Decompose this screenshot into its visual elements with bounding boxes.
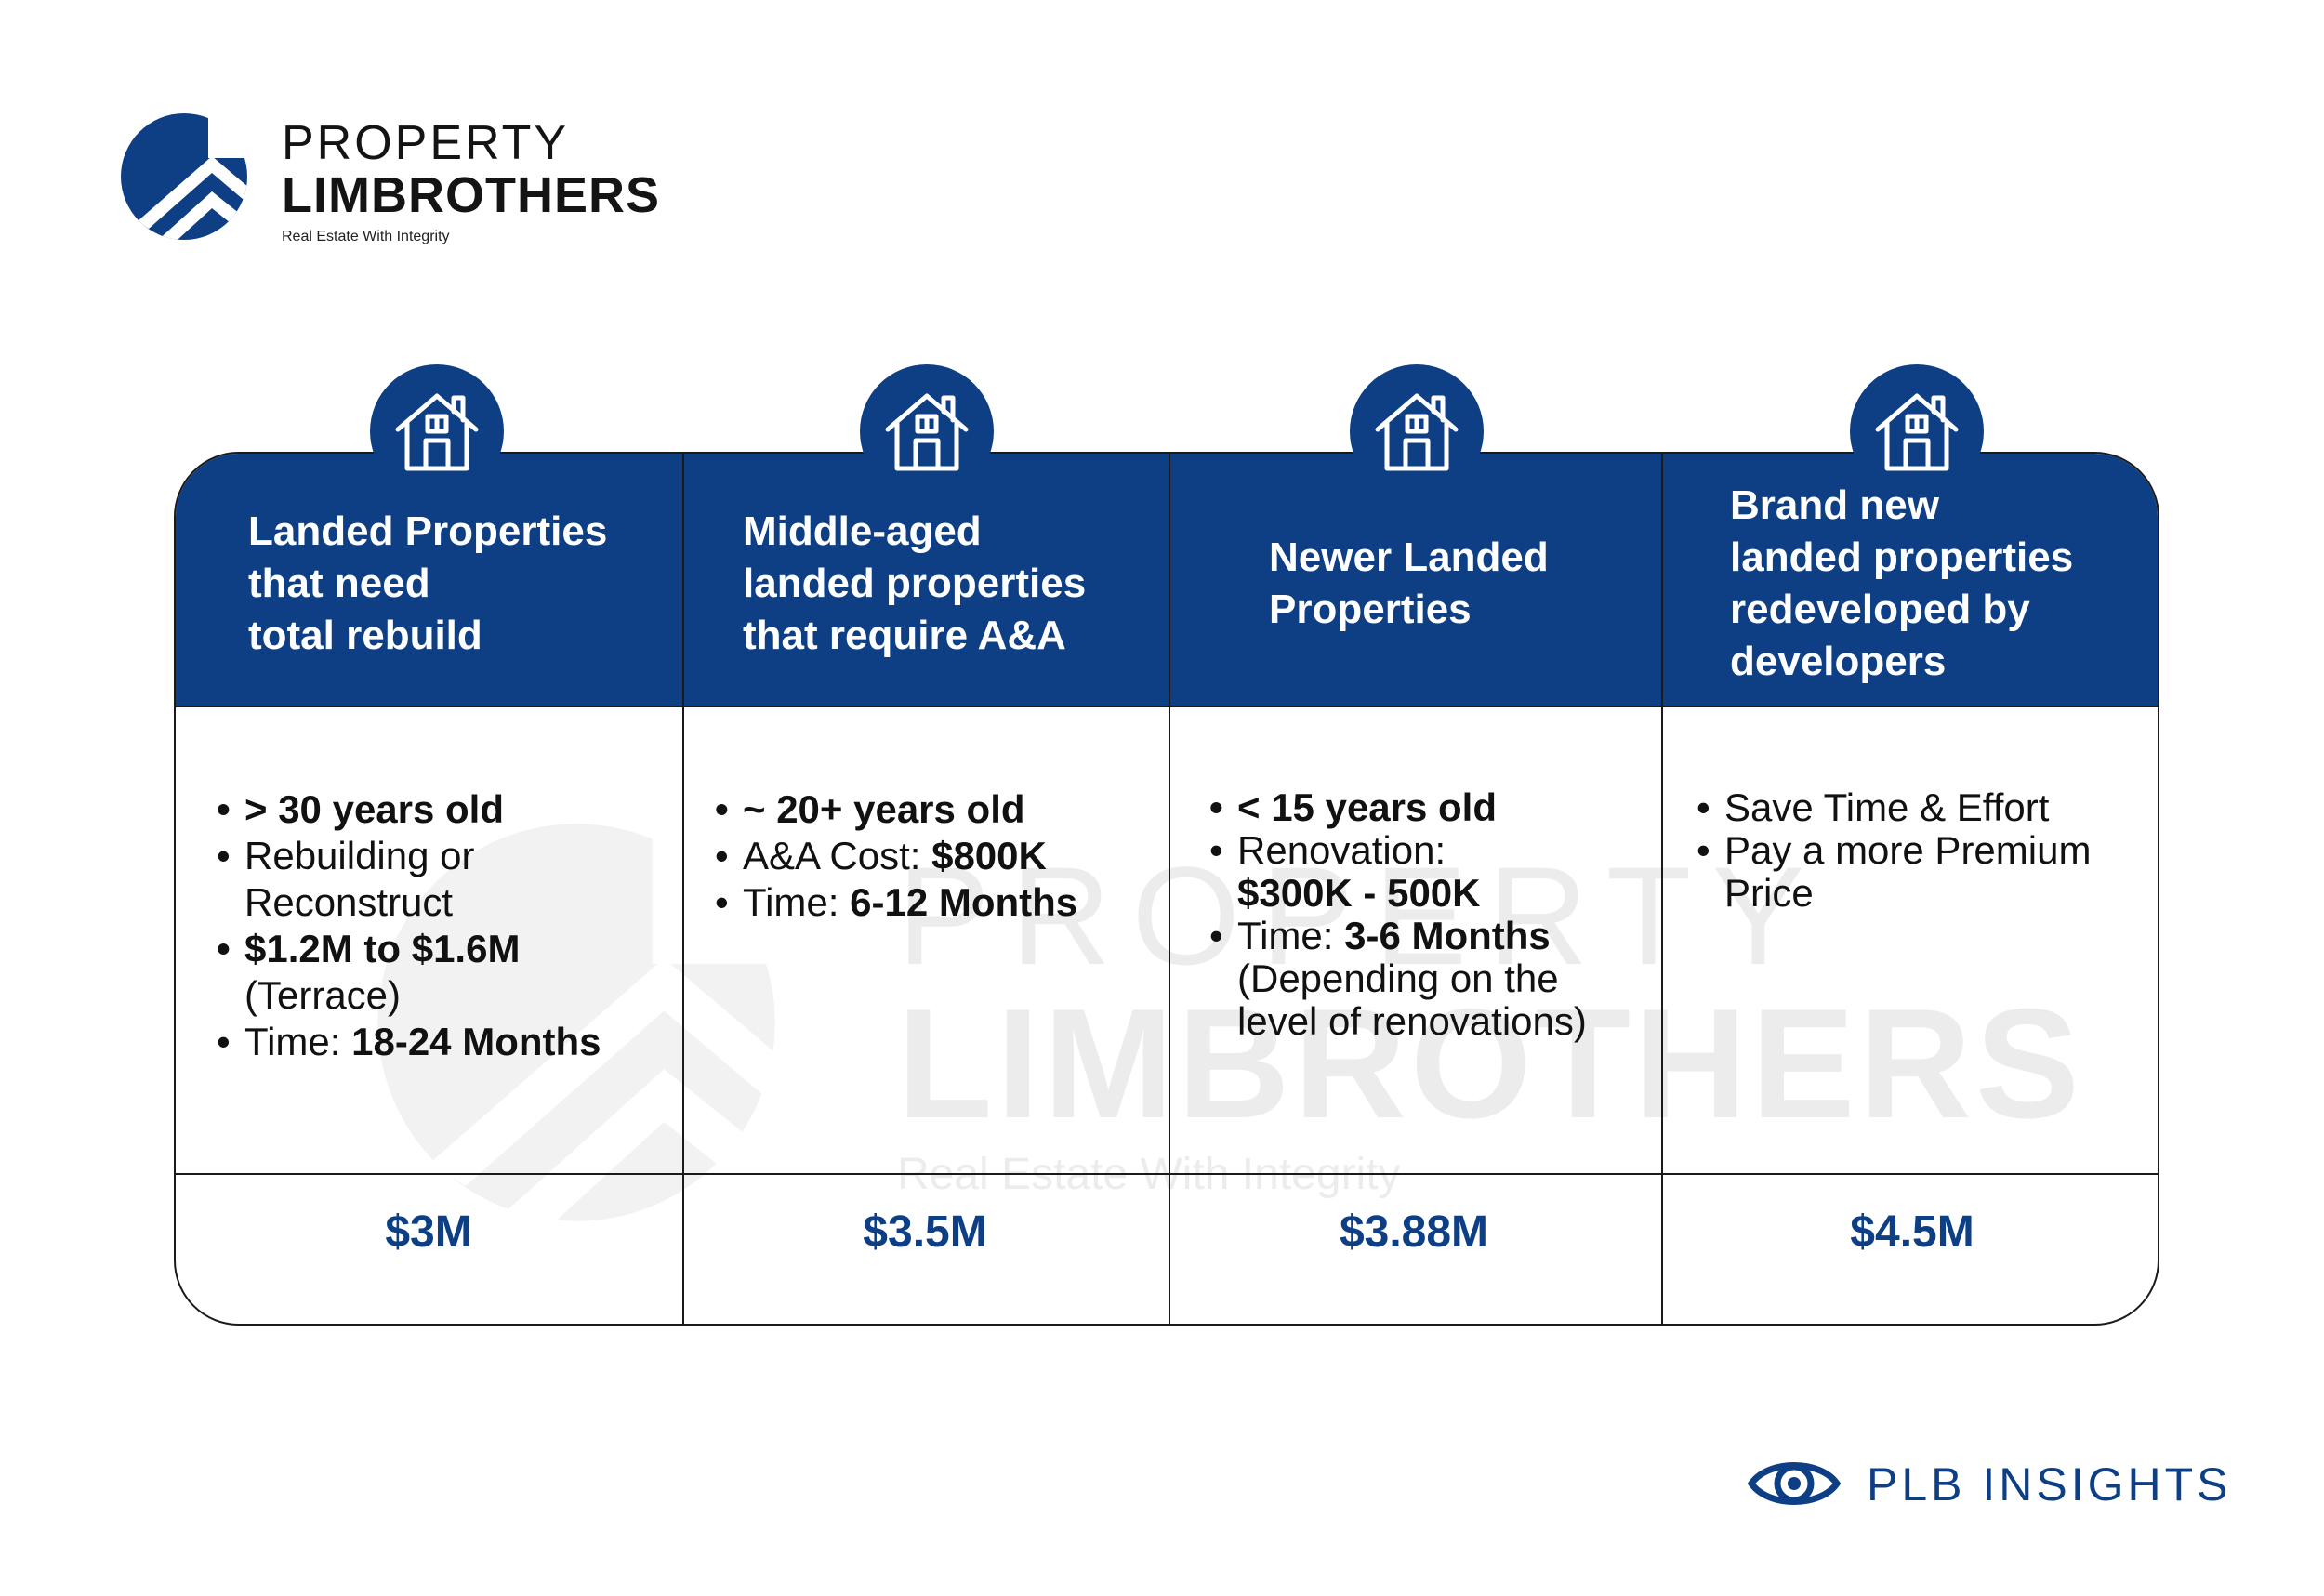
brand-tagline: Real Estate With Integrity — [282, 229, 450, 244]
roof-chevron-logo-icon — [121, 112, 249, 240]
comparison-table: Landed Properties that need total rebuil… — [174, 452, 2159, 1326]
detail-cost-value: $300K - 500K — [1237, 871, 1481, 915]
column-1-details: > 30 years old Rebuilding or Reconstruct… — [217, 786, 601, 1065]
house-icon — [885, 393, 969, 471]
row-divider — [176, 1173, 2158, 1175]
plb-insights-footer: PLB INSIGHTS — [1748, 1450, 2231, 1519]
column-4-title: Brand new landed properties redeveloped … — [1730, 482, 2074, 684]
column-2-details: ~ 20+ years old A&A Cost: $800K Time: 6-… — [715, 786, 1077, 926]
house-icon — [1875, 393, 1959, 471]
detail-work-type: Rebuilding or — [217, 833, 601, 879]
column-2-title: Middle-aged landed properties that requi… — [743, 508, 1087, 658]
column-4-price: $4.5M — [1850, 1207, 1974, 1257]
brand-name-line2: LIMBROTHERS — [282, 167, 660, 223]
detail-benefit: Save Time & Effort — [1697, 786, 2091, 830]
table-header-row — [176, 454, 2158, 706]
detail-age: ~ 20+ years old — [715, 786, 1077, 833]
detail-time-cont: (Depending on the — [1237, 956, 1559, 1000]
brand-name-line1: PROPERTY — [282, 116, 570, 170]
detail-age: < 15 years old — [1209, 786, 1587, 830]
column-divider — [1169, 454, 1170, 1324]
column-1-title: Landed Properties that need total rebuil… — [248, 508, 608, 658]
column-1-price: $3M — [385, 1207, 472, 1257]
column-3-price: $3.88M — [1339, 1207, 1489, 1257]
detail-work-type-cont: Reconstruct — [244, 880, 454, 924]
eye-icon — [1748, 1462, 1841, 1505]
column-divider — [1661, 454, 1663, 1324]
column-3-details: < 15 years old Renovation: $300K - 500K … — [1209, 786, 1587, 1043]
column-3-badge — [1350, 364, 1484, 498]
detail-price-note: Pay a more Premium — [1697, 829, 2091, 873]
detail-cost-cont: (Terrace) — [244, 973, 402, 1017]
column-4-details: Save Time & Effort Pay a more Premium Pr… — [1697, 786, 2091, 915]
brand-logo: PROPERTY LIMBROTHERS Real Estate With In… — [119, 112, 695, 244]
footer-label: PLB INSIGHTS — [1867, 1458, 2232, 1510]
column-1-badge — [370, 364, 504, 498]
house-icon — [1375, 393, 1459, 471]
detail-price-note-cont: Price — [1724, 871, 1814, 915]
detail-time: Time: 6-12 Months — [715, 879, 1077, 926]
column-divider — [682, 454, 684, 1324]
row-divider — [176, 706, 2158, 707]
detail-time: Time: 3-6 Months — [1209, 915, 1587, 958]
column-2-price: $3.5M — [863, 1207, 987, 1257]
column-3-title: Newer Landed Properties — [1269, 534, 1549, 632]
column-2-badge — [860, 364, 994, 498]
detail-cost: A&A Cost: $800K — [715, 833, 1077, 879]
detail-cost-label: Renovation: — [1209, 829, 1587, 873]
detail-time-cont: level of renovations) — [1237, 999, 1587, 1043]
column-4-badge — [1850, 364, 1984, 498]
detail-age: > 30 years old — [217, 786, 601, 833]
house-icon — [395, 393, 479, 471]
detail-time: Time: 18-24 Months — [217, 1019, 601, 1065]
detail-cost: $1.2M to $1.6M — [217, 926, 601, 972]
